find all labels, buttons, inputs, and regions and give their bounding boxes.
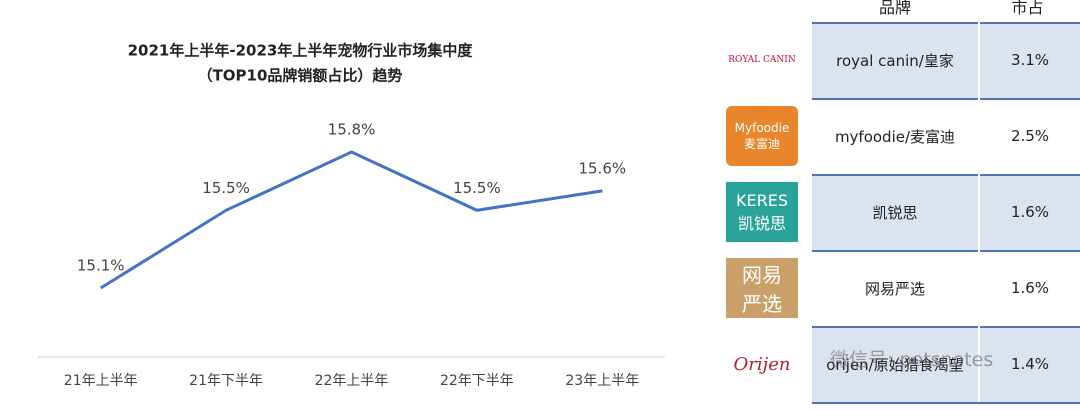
share-cell: 1.6% [1010,279,1050,297]
column-divider [978,22,980,98]
x-tick-label: 21年上半年 [64,373,138,389]
table: 品牌 市占 ROYAL CANIN royal canin/皇家 3.1% Myfoodi… [712,0,1080,410]
x-tick-label: 22年上半年 [315,373,389,389]
line [99,150,603,290]
data-label: 15.5% [453,179,501,197]
chart: 2021年上半年-2023年上半年宠物行业市场集中度 （TOP10品牌销额占比）… [38,42,665,389]
x-tick-label: 22年下半年 [440,373,514,389]
header-cell: 品牌 [878,0,911,17]
row-background [812,326,1080,404]
logo-text: 网易 [742,263,782,287]
column-divider [978,174,980,250]
brand-cell: myfoodie/麦富迪 [834,127,956,146]
data-label: 15.5% [202,179,250,197]
row-background [812,250,1080,328]
share-cell: 1.6% [1010,203,1050,221]
row-background [812,22,1080,100]
logo-text: Orijen [733,353,791,375]
brand-logo: ROYAL CANIN [726,30,798,90]
brand-cell: royal canin/皇家 [836,51,954,70]
brand-cell: 凯锐思 [872,203,918,222]
brand-logo: KERES 凯锐思 [726,182,798,242]
logo-text: 严选 [742,292,782,316]
share-cell: 1.4% [1010,355,1050,373]
row-background [812,174,1080,252]
x-tick-label: 23年上半年 [565,373,639,389]
logo-text: Myfoodie [734,120,790,135]
header-cell: 市占 [1011,0,1044,17]
chart-title: 2021年上半年-2023年上半年宠物行业市场集中度 [128,42,474,60]
data-label: 15.6% [578,159,626,177]
watermark: 微信号: petsnotes [830,349,994,371]
table-bottom [812,402,1080,404]
logo-text: KERES [736,190,788,210]
x-tick-label: 21年下半年 [189,373,263,389]
brand-cell: 网易严选 [864,279,925,298]
column-divider [978,250,980,326]
chart-subtitle: （TOP10品牌销额占比）趋势 [198,67,403,85]
share-cell: 3.1% [1010,51,1050,69]
brand-cell: orijen/原始猎食渴望 [826,355,964,374]
logo-text: 凯锐思 [737,213,786,233]
brand-logo: 网易 严选 [726,258,798,318]
brand-logo: Myfoodie 麦富迪 [726,106,798,166]
data-label: 15.1% [77,257,125,275]
logo-text: ROYAL CANIN [728,55,796,65]
logo-text: 麦富迪 [743,136,780,151]
share-cell: 2.5% [1010,127,1050,145]
brand-logo: Orijen [726,334,798,394]
data-label: 15.8% [328,121,376,139]
column-divider [978,98,980,174]
row-background [812,98,1080,176]
column-divider [978,326,980,402]
